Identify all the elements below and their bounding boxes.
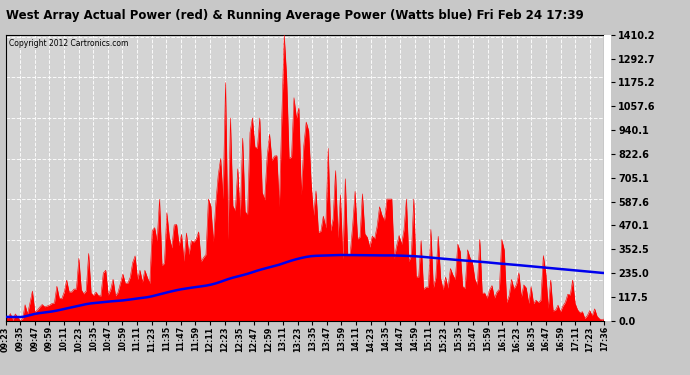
Text: West Array Actual Power (red) & Running Average Power (Watts blue) Fri Feb 24 17: West Array Actual Power (red) & Running … bbox=[6, 9, 583, 22]
Text: Copyright 2012 Cartronics.com: Copyright 2012 Cartronics.com bbox=[8, 39, 128, 48]
